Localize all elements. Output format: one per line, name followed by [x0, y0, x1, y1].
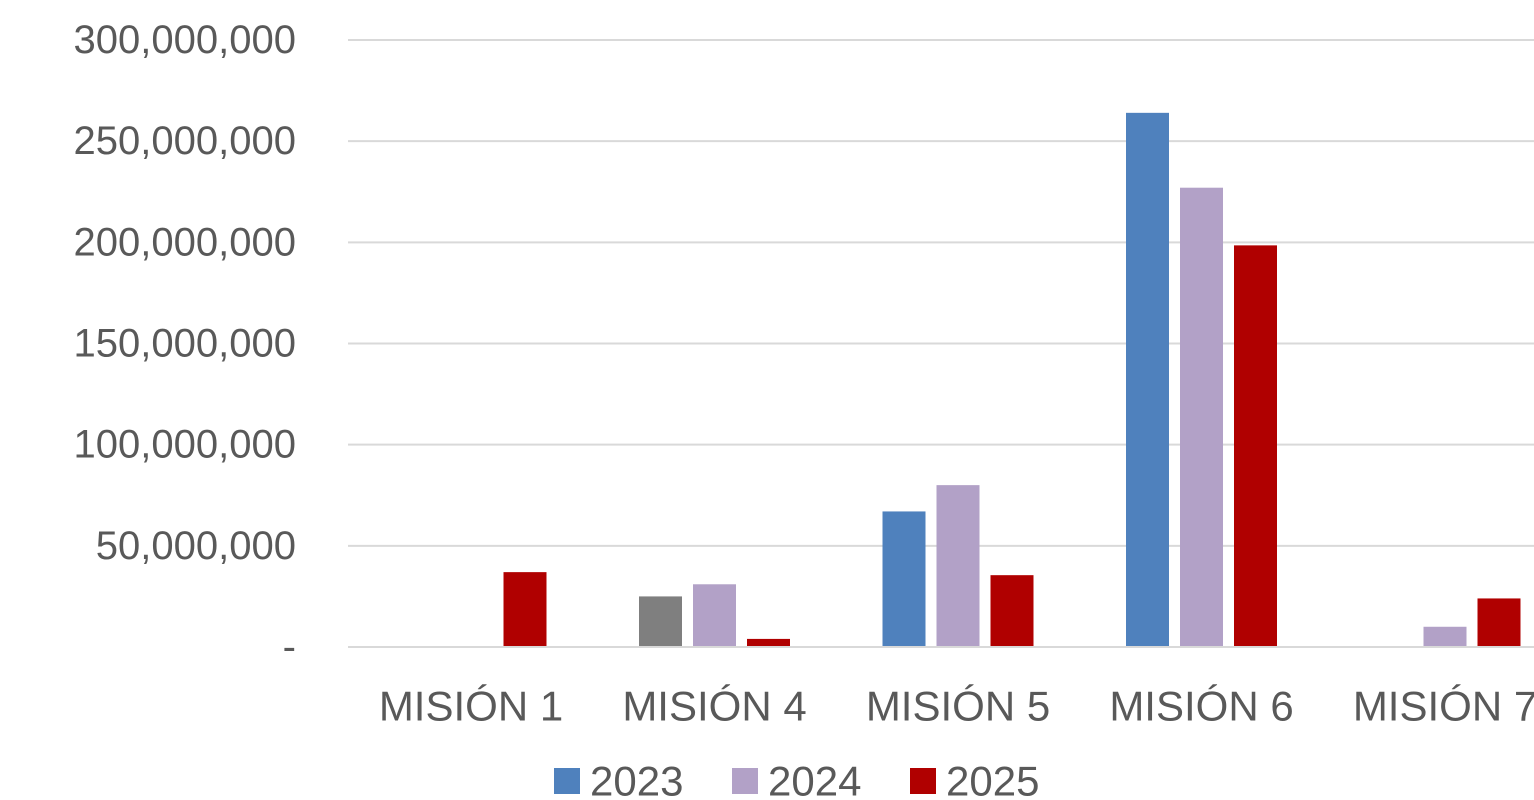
bar-2025-misión-5: [990, 575, 1034, 647]
y-axis-ticks: - 50,000,000 100,000,000 150,000,000 200,000…: [74, 18, 296, 669]
legend-label-2024: 2024: [768, 758, 861, 800]
legend-label-2025: 2025: [946, 758, 1039, 800]
x-category-label: MISIÓN 7: [1353, 683, 1534, 730]
x-category-label: MISIÓN 5: [866, 683, 1050, 730]
y-tick-label: 200,000,000: [74, 220, 296, 264]
bars: [503, 112, 1521, 648]
y-tick-label: -: [283, 625, 296, 669]
bar-2024-misión-5: [936, 485, 980, 647]
y-tick-label: 50,000,000: [96, 524, 296, 568]
legend-swatch-2025: [910, 768, 936, 794]
bar-2023-misión-5: [882, 511, 926, 647]
legend: 2023 2024 2025: [554, 758, 1039, 800]
bar-2024-misión-4: [693, 584, 736, 647]
legend-swatch-2024: [732, 768, 758, 794]
gridlines: [348, 39, 1534, 547]
bar-2023-misión-6: [1126, 112, 1169, 648]
bar-2024-misión-7: [1423, 626, 1467, 647]
x-category-label: MISIÓN 6: [1109, 683, 1293, 730]
y-tick-label: 300,000,000: [74, 18, 296, 62]
bar-2025-misión-6: [1234, 245, 1277, 647]
bar-2025-misión-1: [503, 572, 547, 647]
bar-2024-misión-6: [1180, 187, 1223, 647]
legend-label-2023: 2023: [590, 758, 683, 800]
legend-swatch-2023: [554, 768, 580, 794]
y-tick-label: 150,000,000: [74, 322, 296, 366]
bar-2025-misión-7: [1477, 598, 1521, 647]
y-tick-label: 250,000,000: [74, 119, 296, 163]
bar-2023-misión-4: [639, 596, 682, 647]
bar-2025-misión-4: [747, 638, 790, 647]
x-category-label: MISIÓN 4: [622, 683, 806, 730]
x-axis-categories: MISIÓN 1 MISIÓN 4 MISIÓN 5 MISIÓN 6 MISIÓN 7: [379, 683, 1534, 730]
x-category-label: MISIÓN 1: [379, 683, 563, 730]
y-tick-label: 100,000,000: [74, 423, 296, 467]
